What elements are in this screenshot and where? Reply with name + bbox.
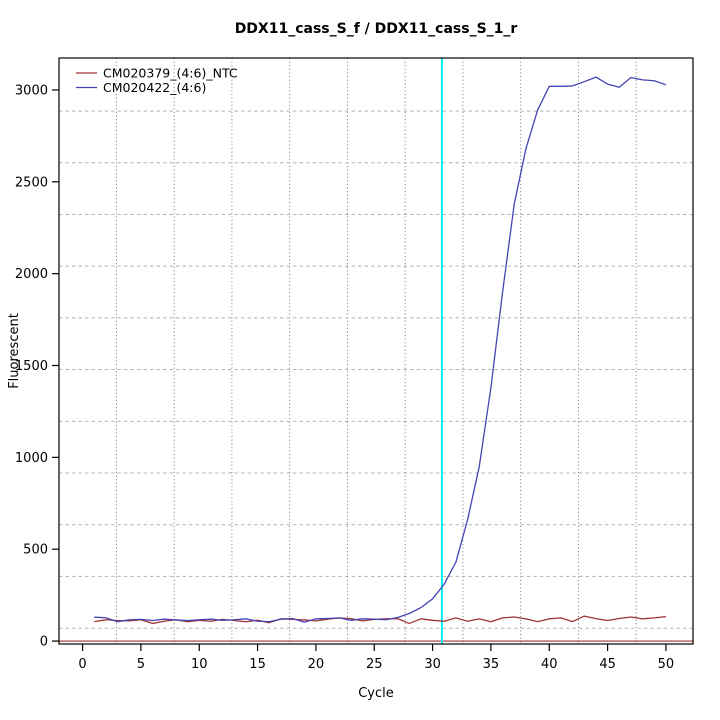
legend-label-ntc: CM020379_(4:6)_NTC — [103, 66, 238, 81]
grid-layer — [59, 58, 693, 644]
y-tick-label: 2000 — [15, 267, 48, 282]
chart-title: DDX11_cass_S_f / DDX11_cass_S_1_r — [235, 21, 518, 37]
y-tick-label: 1000 — [15, 451, 48, 466]
axis-layer: 0 5 10 15 20 25 30 35 40 45 5005001000150020002500… — [15, 57, 694, 672]
y-tick-label: 2500 — [15, 175, 48, 190]
x-tick-label: 25 — [366, 657, 383, 672]
x-tick-label: 35 — [483, 657, 500, 672]
line-layer — [59, 58, 693, 644]
x-tick-label: 45 — [599, 657, 616, 672]
x-tick-label: 10 — [191, 657, 208, 672]
x-tick-label: 30 — [424, 657, 441, 672]
x-tick-label: 15 — [249, 657, 266, 672]
x-tick-label: 20 — [308, 657, 325, 672]
x-tick-label: 50 — [658, 657, 675, 672]
x-tick-label: 0 — [78, 657, 86, 672]
y-tick-label: 500 — [23, 543, 48, 558]
x-tick-label: 40 — [541, 657, 558, 672]
legend: CM020379_(4:6)_NTC CM020422_(4:6) — [76, 66, 238, 95]
plot-box — [58, 57, 694, 645]
y-tick-label: 3000 — [15, 83, 48, 98]
y-tick-label: 0 — [40, 635, 48, 650]
x-axis-label: Cycle — [358, 686, 394, 701]
x-tick-label: 5 — [137, 657, 145, 672]
legend-label-sample: CM020422_(4:6) — [103, 80, 206, 95]
series-line-sample — [94, 76, 667, 623]
y-tick-label: 1500 — [15, 359, 48, 374]
y-axis-label: Fluorescent — [7, 313, 22, 389]
